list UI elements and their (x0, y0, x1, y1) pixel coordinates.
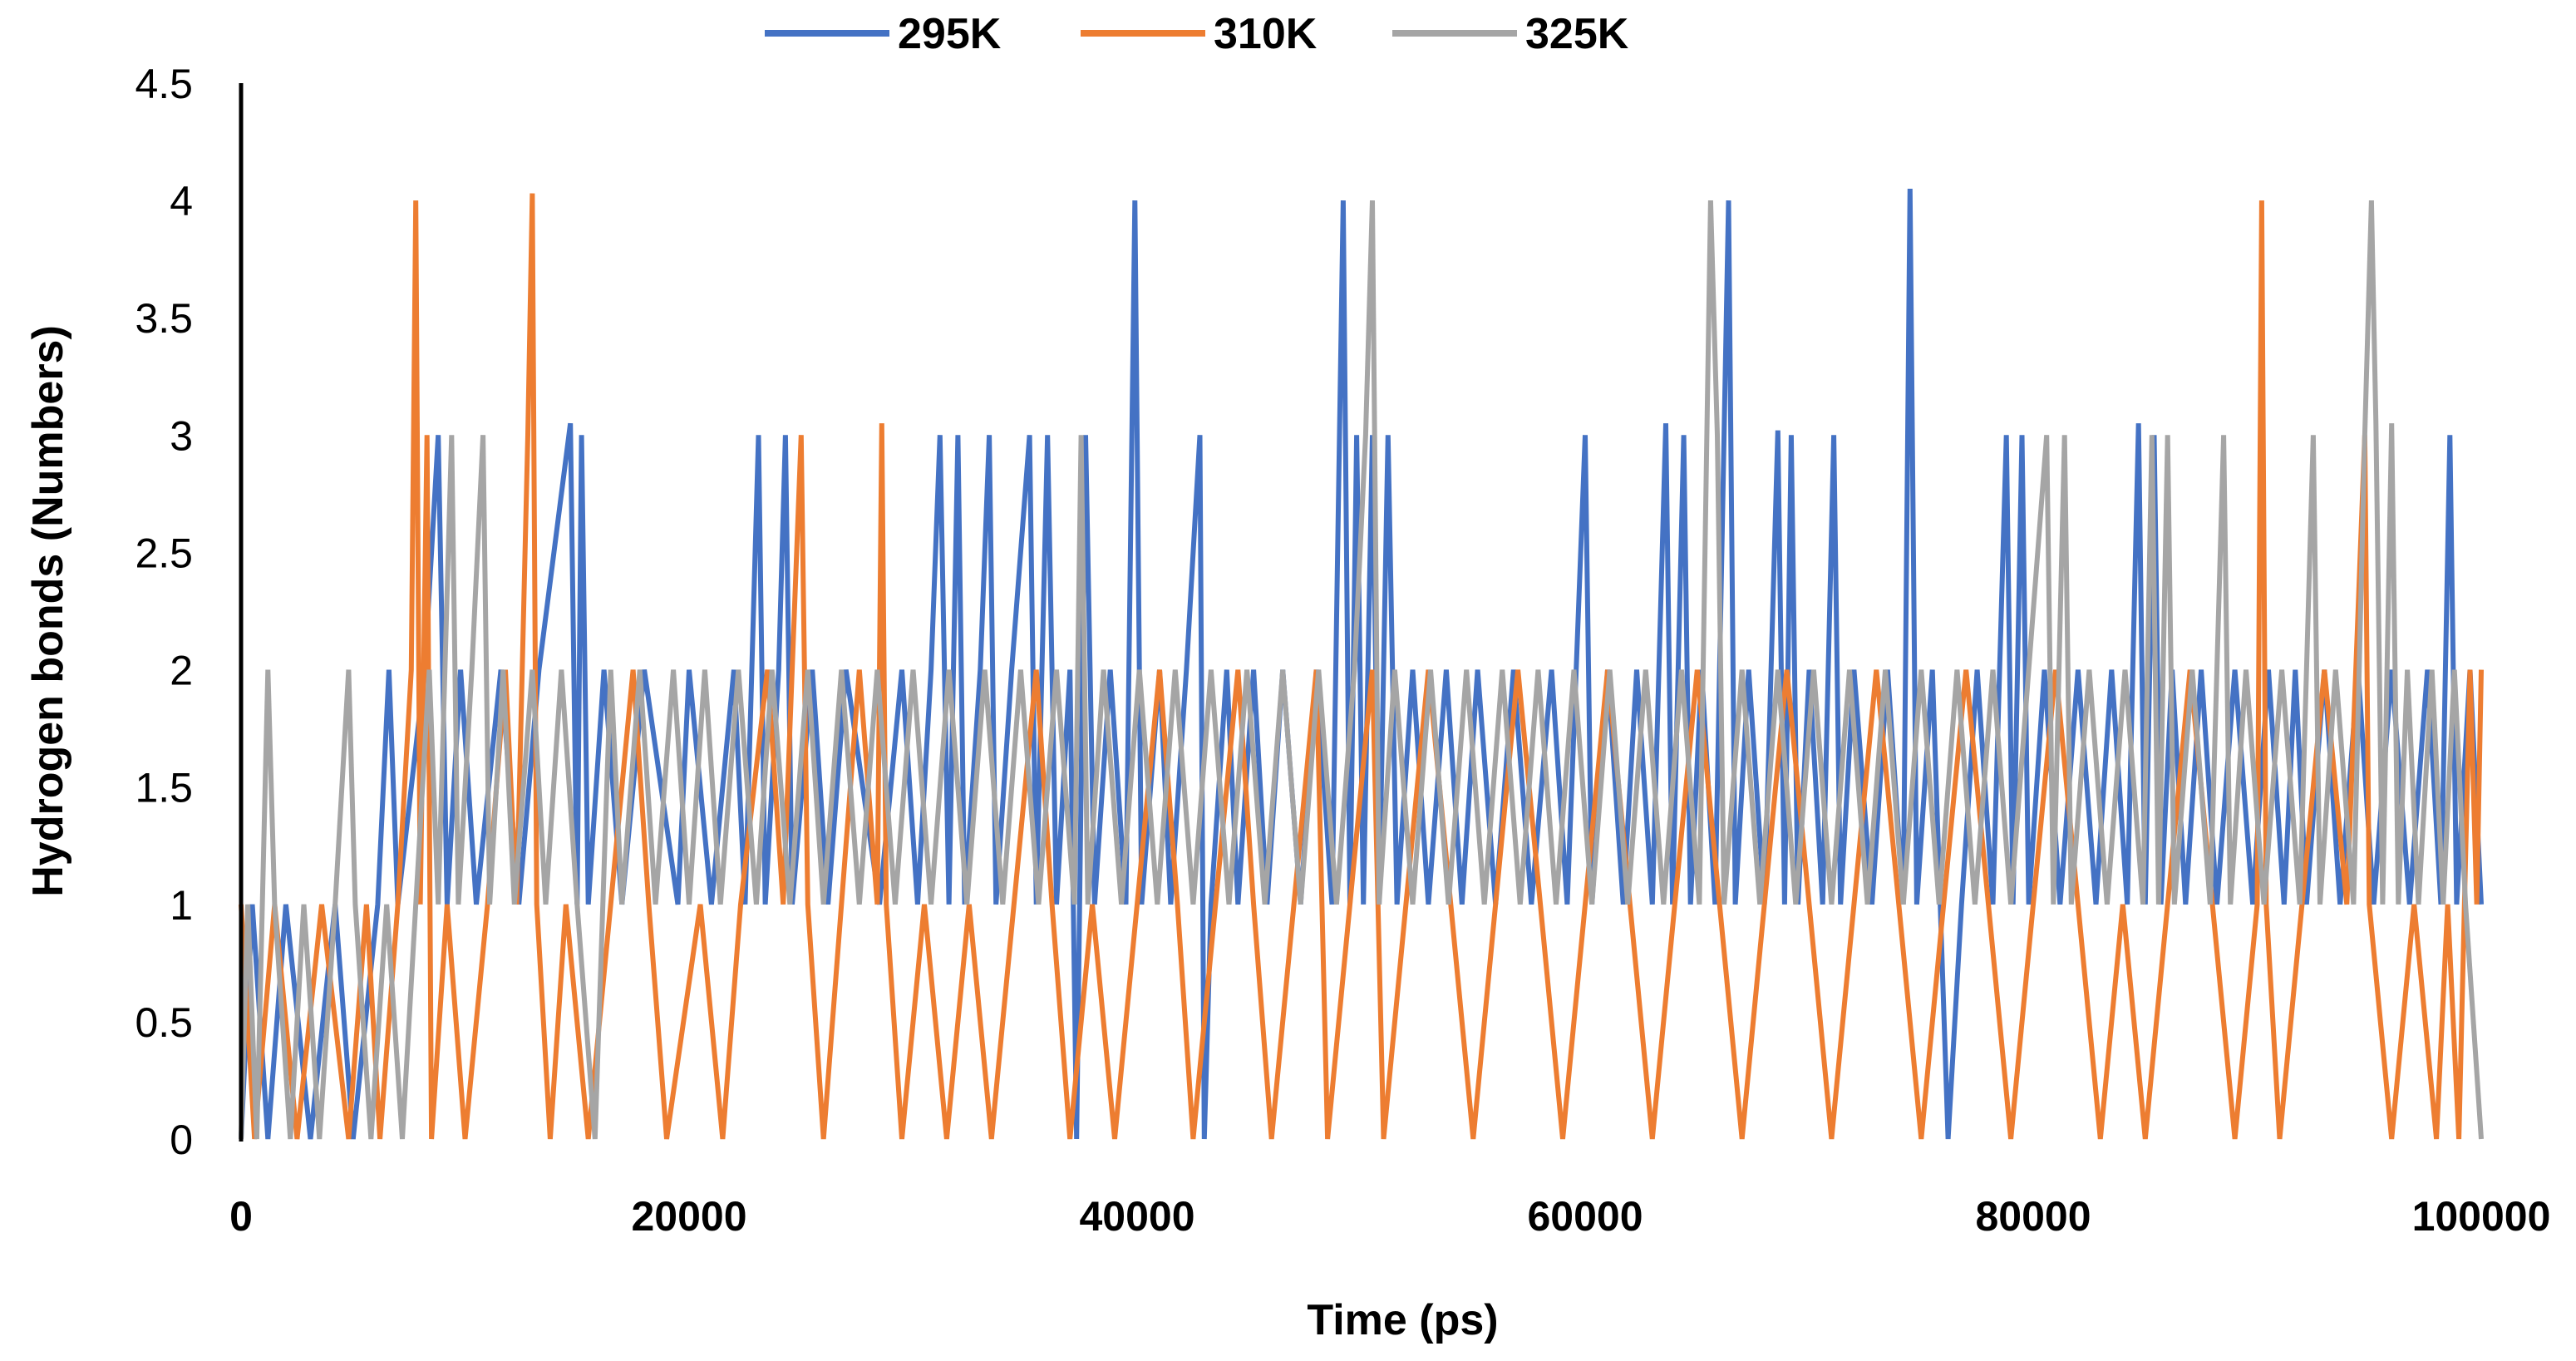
series-line-295k (239, 188, 2484, 1140)
y-tick-label: 3 (170, 412, 193, 459)
series-line-325k (239, 200, 2484, 1140)
y-tick-label: 4 (170, 178, 193, 224)
y-tick-label: 4.5 (135, 61, 193, 107)
y-tick-label: 2.5 (135, 530, 193, 576)
legend-label-325k: 325K (1525, 10, 1629, 58)
y-tick-label: 0.5 (135, 999, 193, 1046)
series-line-310k (239, 193, 2484, 1140)
y-axis-ticks: 0 0.5 1 1.5 2 2.5 3 3.5 4 4.5 (135, 61, 193, 1163)
x-tick-label: 100000 (2412, 1193, 2551, 1240)
y-tick-label: 1.5 (135, 765, 193, 811)
plot-area (239, 188, 2484, 1140)
y-tick-label: 3.5 (135, 295, 193, 342)
legend-label-310k: 310K (1214, 10, 1318, 58)
y-tick-label: 1 (170, 882, 193, 929)
y-tick-label: 2 (170, 648, 193, 694)
y-tick-label: 0 (170, 1117, 193, 1163)
y-axis-title: Hydrogen bonds (Numbers) (24, 325, 72, 897)
legend-label-295k: 295K (898, 10, 1002, 58)
x-tick-label: 0 (229, 1193, 253, 1240)
x-axis-title: Time (ps) (1307, 1296, 1498, 1344)
x-tick-label: 80000 (1975, 1193, 2091, 1240)
x-tick-label: 20000 (631, 1193, 746, 1240)
legend: 295K 310K 325K (765, 10, 1629, 58)
x-tick-label: 60000 (1527, 1193, 1643, 1240)
x-axis-ticks: 0 20000 40000 60000 80000 100000 (229, 1193, 2550, 1240)
x-tick-label: 40000 (1079, 1193, 1194, 1240)
